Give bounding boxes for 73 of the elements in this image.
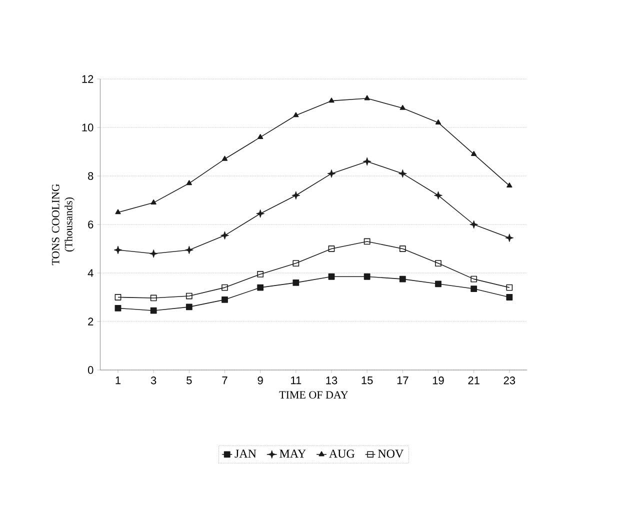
point — [400, 104, 406, 110]
point — [328, 246, 335, 252]
y-tick-label: 2 — [88, 318, 94, 326]
point — [471, 150, 477, 156]
point — [186, 292, 192, 300]
y-axis-title: TONS COOLING (Thousands) — [52, 184, 75, 266]
point — [398, 169, 407, 178]
y-tick-label: 8 — [88, 172, 94, 180]
point — [435, 280, 442, 288]
x-tick-label: 13 — [326, 376, 338, 384]
y-tick-label: 10 — [82, 124, 94, 132]
y-tick-label: 12 — [82, 75, 94, 83]
point — [150, 294, 157, 302]
point — [364, 273, 370, 280]
point — [328, 98, 334, 103]
point — [257, 284, 264, 291]
x-tick-label: 17 — [397, 376, 408, 384]
x-tick-label: 5 — [186, 376, 192, 384]
x-tick-label: 9 — [258, 376, 263, 384]
x-tick-label: 15 — [362, 376, 373, 384]
point — [292, 280, 300, 286]
point — [184, 246, 194, 254]
point — [114, 304, 122, 312]
x-tick-label: 3 — [150, 376, 156, 384]
point — [506, 294, 513, 300]
point — [506, 284, 513, 291]
point — [506, 182, 512, 188]
legend-label: AUG — [329, 450, 355, 458]
point — [399, 276, 406, 282]
point — [220, 231, 229, 240]
point — [257, 271, 264, 278]
point — [328, 273, 335, 280]
point — [222, 296, 228, 303]
point — [364, 238, 370, 245]
legend-label: NOV — [378, 450, 404, 458]
legend-label: JAN — [234, 450, 256, 458]
x-tick-label: 21 — [468, 376, 480, 384]
point — [505, 234, 514, 242]
point — [362, 157, 372, 166]
point — [256, 209, 265, 218]
point — [149, 249, 158, 258]
point — [470, 286, 478, 292]
point — [293, 112, 299, 118]
point — [258, 134, 264, 139]
point — [327, 169, 336, 178]
point — [150, 307, 157, 314]
point — [292, 260, 300, 266]
y-tick-label: 6 — [88, 220, 94, 228]
point — [364, 95, 370, 100]
y-tick-label: 0 — [88, 366, 94, 374]
point — [222, 156, 228, 161]
point — [470, 276, 478, 282]
point — [186, 304, 192, 310]
point — [470, 220, 478, 229]
point — [222, 284, 228, 291]
point — [435, 260, 442, 266]
x-tick-label: 23 — [504, 376, 516, 384]
point — [434, 191, 442, 200]
x-tick-label: 11 — [291, 376, 302, 384]
point — [150, 199, 156, 204]
point — [399, 246, 406, 252]
point — [186, 180, 192, 186]
x-tick-label: 1 — [116, 376, 121, 384]
y-tick-label: 4 — [88, 269, 94, 277]
point — [115, 209, 121, 214]
point — [435, 119, 442, 124]
point — [114, 294, 122, 300]
x-tick-label: 7 — [222, 376, 228, 384]
x-axis-title: TIME OF DAY — [279, 391, 348, 399]
point — [114, 246, 122, 254]
x-tick-label: 19 — [432, 376, 444, 384]
legend-label: MAY — [280, 450, 306, 458]
point — [292, 191, 300, 200]
